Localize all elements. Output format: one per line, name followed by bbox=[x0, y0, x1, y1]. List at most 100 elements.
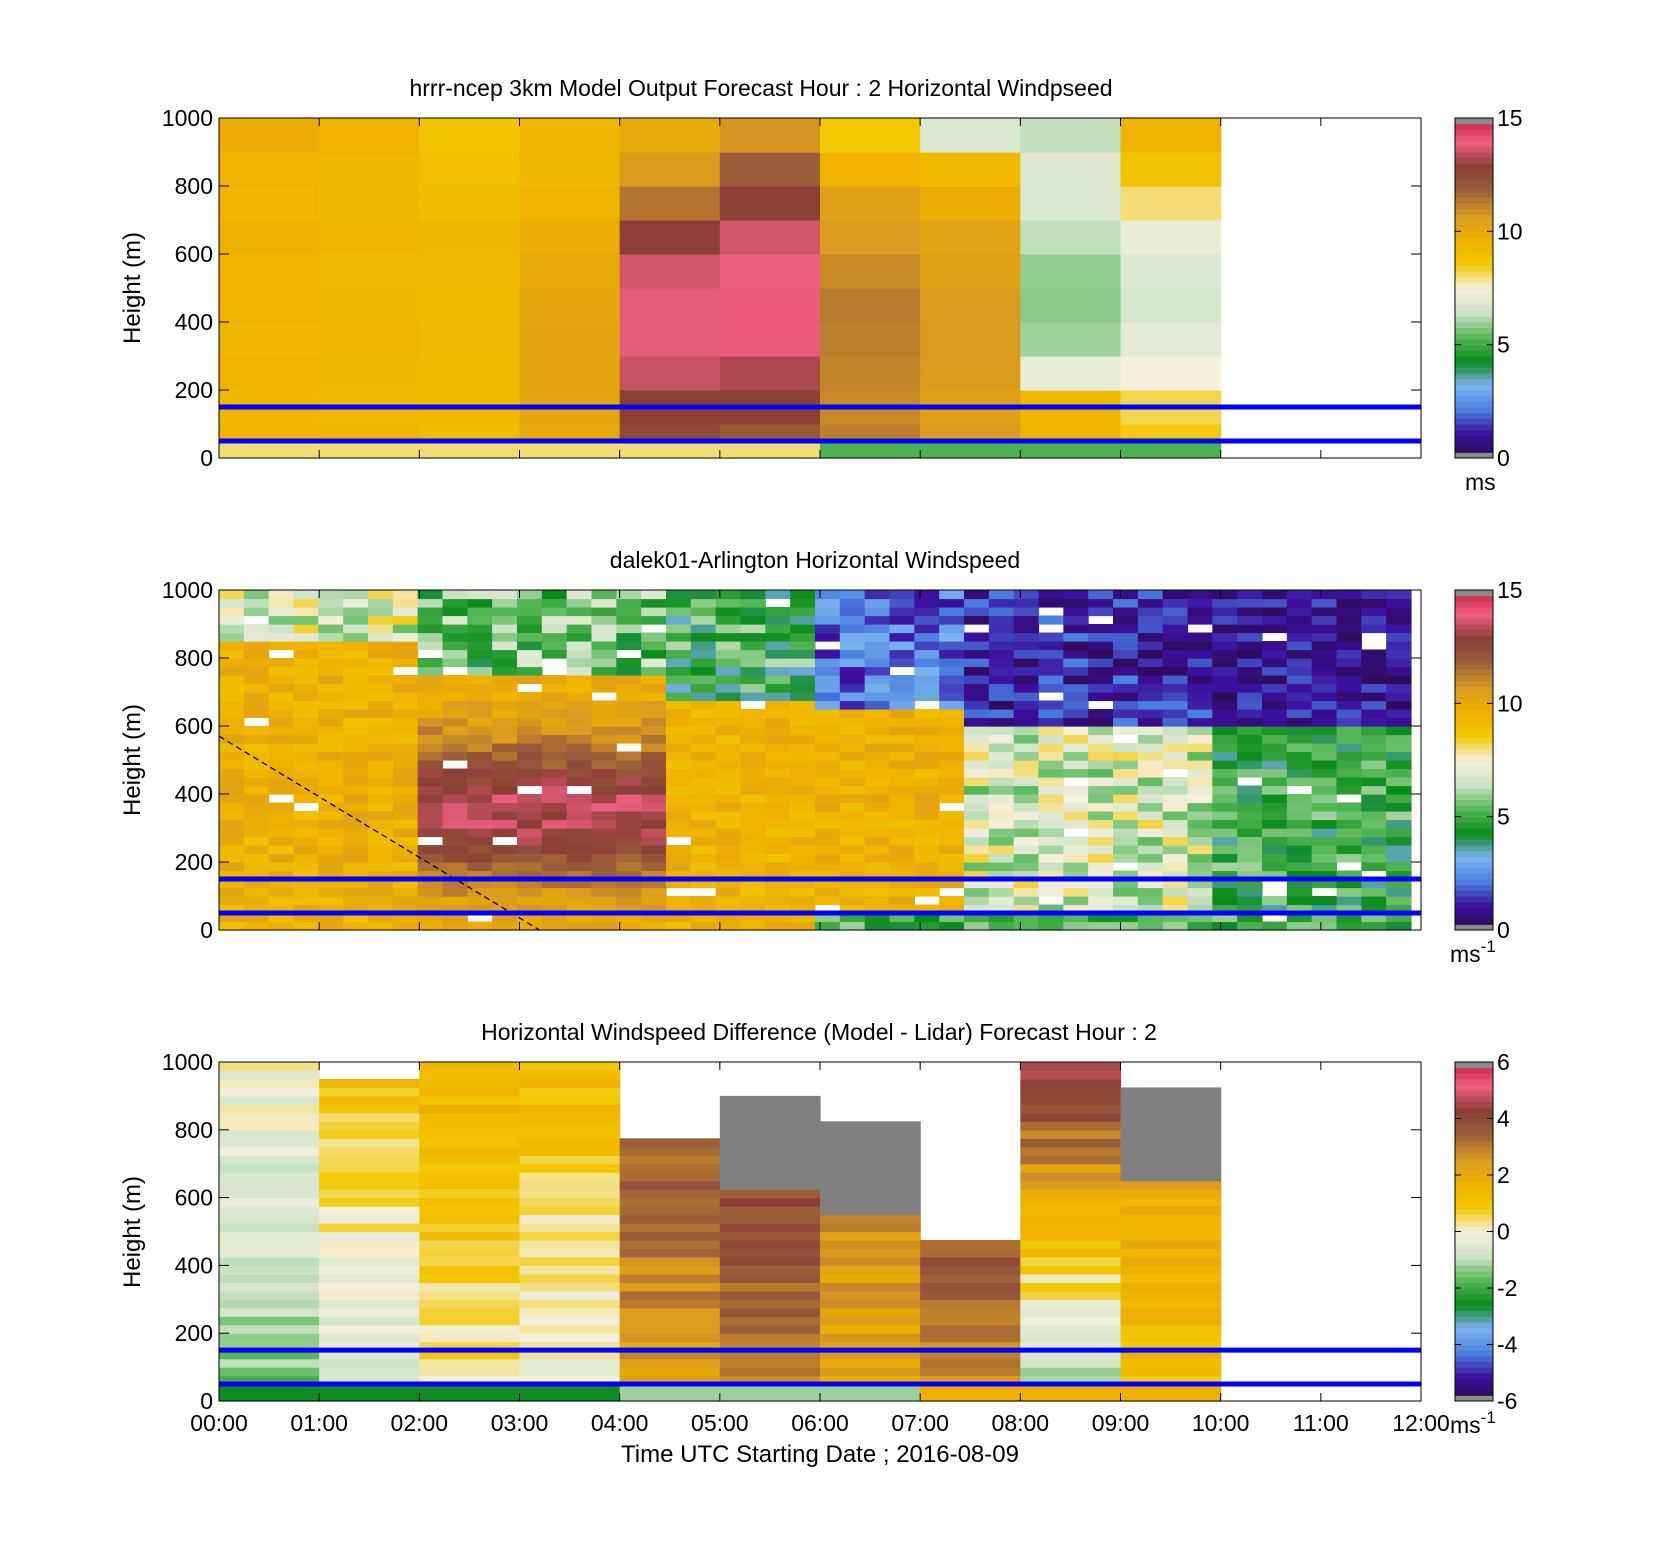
difference-cell bbox=[719, 1341, 821, 1351]
lidar-speed-cell bbox=[219, 862, 245, 872]
difference-cell bbox=[519, 1112, 621, 1122]
difference-cell bbox=[1120, 1375, 1222, 1385]
lidar-speed-cell bbox=[1212, 624, 1238, 634]
lidar-speed-cell bbox=[591, 709, 617, 719]
colorbar-segment bbox=[1455, 1276, 1493, 1283]
x-tick-label: 08:00 bbox=[992, 1410, 1050, 1436]
colorbar-segment bbox=[1455, 407, 1493, 414]
lidar-speed-cell bbox=[1187, 692, 1213, 702]
lidar-speed-cell bbox=[715, 590, 742, 600]
lidar-speed-cell bbox=[368, 887, 394, 897]
difference-cell bbox=[920, 1333, 1021, 1343]
lidar-speed-cell bbox=[1038, 853, 1064, 863]
lidar-speed-cell bbox=[1162, 709, 1189, 719]
lidar-speed-cell bbox=[219, 709, 245, 719]
difference-cell bbox=[1020, 1214, 1122, 1224]
lidar-speed-cell bbox=[1137, 632, 1164, 642]
lidar-speed-cell bbox=[790, 658, 816, 668]
lidar-speed-cell bbox=[1112, 751, 1139, 761]
lidar-speed-cell bbox=[690, 683, 717, 693]
lidar-speed-cell bbox=[1088, 726, 1114, 736]
lidar-speed-cell bbox=[1187, 870, 1213, 880]
lidar-speed-cell bbox=[417, 785, 444, 795]
difference-cell bbox=[1020, 1121, 1122, 1131]
lidar-speed-cell bbox=[1336, 828, 1362, 838]
lidar-speed-cell bbox=[914, 794, 940, 804]
lidar-speed-cell bbox=[1063, 751, 1089, 761]
lidar-speed-cell bbox=[641, 921, 667, 931]
difference-cell bbox=[419, 1290, 521, 1300]
lidar-speed-cell bbox=[467, 632, 493, 642]
difference-cell bbox=[820, 1138, 921, 1148]
colorbar-segment bbox=[1455, 322, 1493, 329]
lidar-speed-cell bbox=[492, 794, 518, 804]
lidar-speed-cell bbox=[492, 777, 518, 787]
lidar-speed-cell bbox=[839, 734, 866, 744]
lidar-speed-cell bbox=[1187, 717, 1213, 727]
difference-cell bbox=[820, 1341, 921, 1351]
lidar-speed-cell bbox=[492, 819, 518, 829]
model-speed-cell bbox=[619, 373, 721, 391]
lidar-speed-cell bbox=[268, 853, 295, 863]
lidar-speed-cell bbox=[988, 734, 1015, 744]
lidar-speed-cell bbox=[492, 717, 518, 727]
difference-cell bbox=[1120, 1172, 1222, 1182]
lidar-speed-cell bbox=[1311, 777, 1338, 787]
lidar-speed-cell bbox=[541, 692, 568, 702]
lidar-speed-cell bbox=[368, 777, 394, 787]
colorbar-segment bbox=[1455, 748, 1493, 755]
lidar-speed-cell bbox=[814, 709, 841, 719]
lidar-speed-cell bbox=[889, 921, 915, 931]
lidar-speed-cell bbox=[814, 896, 841, 906]
model-speed-cell bbox=[319, 271, 420, 289]
difference-cell bbox=[419, 1282, 521, 1292]
lidar-speed-cell bbox=[1212, 802, 1238, 812]
model-speed-cell bbox=[219, 237, 320, 255]
lidar-speed-cell bbox=[1361, 709, 1387, 719]
lidar-speed-cell bbox=[1311, 624, 1338, 634]
lidar-speed-cell bbox=[1162, 734, 1189, 744]
difference-cell bbox=[319, 1121, 420, 1131]
lidar-speed-cell bbox=[442, 913, 468, 923]
colorbar-segment bbox=[1455, 850, 1493, 857]
colorbar-segment bbox=[1455, 595, 1493, 602]
lidar-speed-cell bbox=[293, 777, 319, 787]
lidar-speed-cell bbox=[566, 607, 593, 617]
lidar-speed-cell bbox=[1137, 836, 1164, 846]
colorbar-segment bbox=[1455, 618, 1493, 625]
lidar-speed-cell bbox=[318, 607, 344, 617]
lidar-speed-cell bbox=[616, 751, 642, 761]
model-speed-cell bbox=[920, 237, 1021, 255]
colorbar-segment bbox=[1455, 191, 1493, 198]
lidar-speed-cell bbox=[417, 658, 444, 668]
model-speed-cell bbox=[319, 288, 420, 306]
model-speed-cell bbox=[319, 169, 420, 187]
lidar-speed-cell bbox=[988, 675, 1015, 685]
lidar-speed-cell bbox=[1187, 726, 1213, 736]
lidar-speed-cell bbox=[889, 615, 915, 625]
lidar-speed-cell bbox=[392, 743, 419, 753]
lidar-speed-cell bbox=[318, 615, 344, 625]
lidar-speed-cell bbox=[392, 777, 419, 787]
lidar-speed-cell bbox=[1162, 726, 1189, 736]
panel-model-x-ticks bbox=[218, 118, 1422, 458]
difference-cell bbox=[419, 1129, 521, 1139]
lidar-speed-cell bbox=[988, 649, 1015, 659]
lidar-speed-cell bbox=[517, 717, 543, 727]
lidar-speed-cell bbox=[864, 683, 891, 693]
difference-cell bbox=[1120, 1129, 1222, 1139]
lidar-speed-cell bbox=[715, 828, 742, 838]
difference-cell bbox=[519, 1155, 621, 1165]
model-speed-cell bbox=[219, 441, 320, 459]
lidar-speed-cell bbox=[1261, 819, 1288, 829]
lidar-speed-cell bbox=[1261, 641, 1288, 651]
lidar-speed-cell bbox=[1237, 785, 1263, 795]
lidar-speed-cell bbox=[765, 632, 791, 642]
difference-cell bbox=[820, 1129, 921, 1139]
lidar-speed-cell bbox=[963, 649, 990, 659]
lidar-speed-cell bbox=[1187, 777, 1213, 787]
lidar-speed-cell bbox=[864, 794, 891, 804]
lidar-speed-cell bbox=[1063, 607, 1089, 617]
model-speed-cell bbox=[319, 118, 420, 136]
difference-cell bbox=[1020, 1095, 1122, 1105]
